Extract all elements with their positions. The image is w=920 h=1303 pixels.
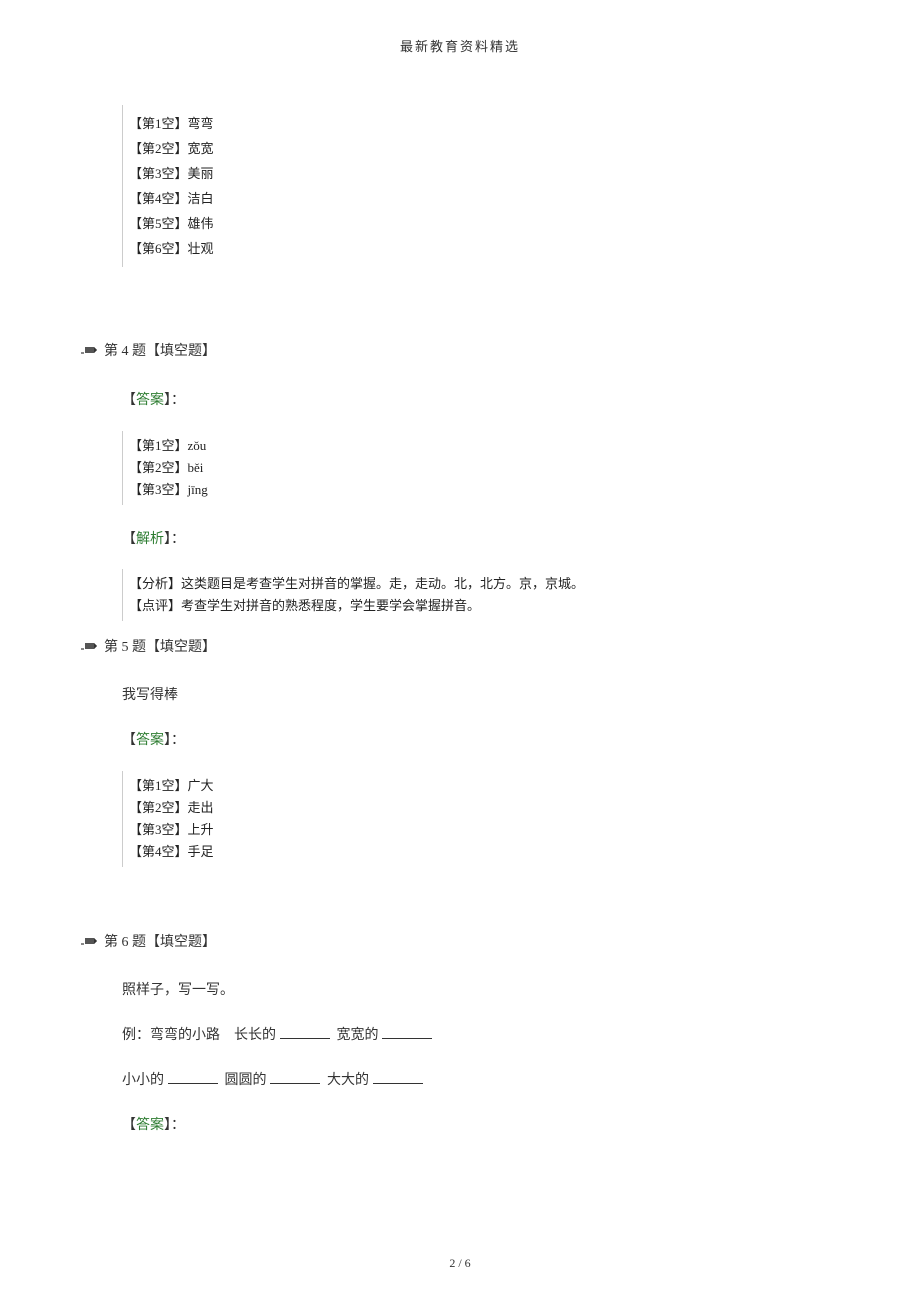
q6-example-line: 例：弯弯的小路 长长的 宽宽的	[122, 1024, 432, 1044]
answer-box-q5: 【第1空】广大 【第2空】走出 【第3空】上升 【第4空】手足	[122, 771, 862, 867]
answer-label-q6: 【答案】：	[122, 1114, 185, 1134]
line2-part1: 小小的	[122, 1073, 164, 1088]
answer-row: 【第1空】广大	[129, 775, 862, 797]
page-footer: 2 / 6	[0, 1256, 920, 1271]
example-part2: 长长的	[234, 1028, 276, 1043]
blank-field	[382, 1025, 432, 1039]
answer-row: 【第2空】běi	[129, 457, 862, 479]
answer-row: 【第5空】雄伟	[129, 211, 862, 236]
example-part3: 宽宽的	[337, 1028, 379, 1043]
answer-row: 【第2空】走出	[129, 797, 862, 819]
question-4-title: 第 4 题【填空题】	[104, 340, 216, 360]
pencil-icon	[80, 640, 98, 652]
analysis-row: 【分析】这类题目是考查学生对拼音的掌握。走，走动。北，北方。京，京城。	[129, 573, 862, 595]
bracket-open: 【	[122, 532, 136, 547]
analysis-row: 【点评】考查学生对拼音的熟悉程度，学生要学会掌握拼音。	[129, 595, 862, 617]
blank-field	[280, 1025, 330, 1039]
bracket-open: 【	[122, 393, 136, 408]
answer-label-q4: 【答案】：	[122, 389, 185, 409]
bracket-open: 【	[122, 733, 136, 748]
analysis-box-q4: 【分析】这类题目是考查学生对拼音的掌握。走，走动。北，北方。京，京城。 【点评】…	[122, 569, 862, 621]
answer-row: 【第4空】手足	[129, 841, 862, 863]
answer-row: 【第3空】jīng	[129, 479, 862, 501]
bracket-close: 】：	[164, 393, 185, 408]
answer-row: 【第1空】弯弯	[129, 111, 862, 136]
blank-field	[270, 1070, 320, 1084]
question-4-header: 第 4 题【填空题】	[80, 340, 216, 360]
answer-row: 【第3空】上升	[129, 819, 862, 841]
page-header: 最新教育资料精选	[0, 36, 920, 55]
blank-field	[168, 1070, 218, 1084]
label-word: 解析	[136, 532, 164, 547]
answer-row: 【第6空】壮观	[129, 236, 862, 261]
bracket-close: 】：	[164, 532, 185, 547]
question-6-header: 第 6 题【填空题】	[80, 931, 216, 951]
question-5-header: 第 5 题【填空题】	[80, 636, 216, 656]
answer-row: 【第2空】宽宽	[129, 136, 862, 161]
answer-row: 【第4空】洁白	[129, 186, 862, 211]
blank-field	[373, 1070, 423, 1084]
answer-row: 【第1空】zǒu	[129, 435, 862, 457]
q5-prompt: 我写得棒	[122, 684, 178, 704]
question-6-title: 第 6 题【填空题】	[104, 931, 216, 951]
bracket-close: 】：	[164, 1118, 185, 1133]
answer-box-q3: 【第1空】弯弯 【第2空】宽宽 【第3空】美丽 【第4空】洁白 【第5空】雄伟 …	[122, 105, 862, 267]
bracket-open: 【	[122, 1118, 136, 1133]
analysis-label-q4: 【解析】：	[122, 528, 185, 548]
q6-prompt: 照样子，写一写。	[122, 979, 234, 999]
answer-row: 【第3空】美丽	[129, 161, 862, 186]
example-prefix: 例：弯弯的小路	[122, 1028, 220, 1043]
label-word: 答案	[136, 1118, 164, 1133]
q6-line2: 小小的 圆圆的 大大的	[122, 1069, 423, 1089]
line2-part3: 大大的	[327, 1073, 369, 1088]
answer-box-q4: 【第1空】zǒu 【第2空】běi 【第3空】jīng	[122, 431, 862, 505]
answer-label-q5: 【答案】：	[122, 729, 185, 749]
label-word: 答案	[136, 733, 164, 748]
label-word: 答案	[136, 393, 164, 408]
pencil-icon	[80, 344, 98, 356]
pencil-icon	[80, 935, 98, 947]
question-5-title: 第 5 题【填空题】	[104, 636, 216, 656]
line2-part2: 圆圆的	[225, 1073, 267, 1088]
bracket-close: 】：	[164, 733, 185, 748]
